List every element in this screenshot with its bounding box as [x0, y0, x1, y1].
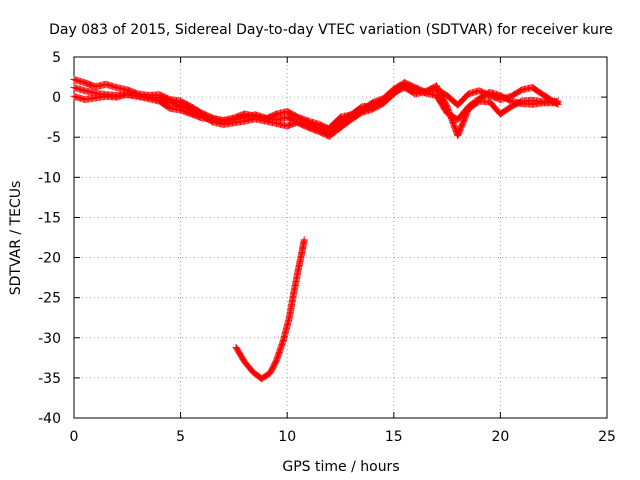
x-tick-label: 5 — [176, 429, 185, 445]
y-tick-labels: 5 0 -5 -10 -15 -20 -25 -30 -35 -40 — [38, 50, 61, 427]
x-tick-label: 15 — [385, 429, 403, 445]
y-tick-label: -30 — [38, 331, 61, 347]
axes — [73, 56, 608, 419]
y-tick-label: -10 — [38, 170, 61, 186]
y-tick-label: -25 — [38, 291, 61, 307]
plot-frame — [73, 56, 608, 419]
data-series — [70, 75, 562, 383]
x-axis-label: GPS time / hours — [282, 459, 399, 475]
x-tick-label: 20 — [491, 429, 509, 445]
y-tick-label: 0 — [52, 90, 61, 106]
series-track-6 — [326, 82, 562, 140]
tick-marks — [73, 56, 608, 419]
x-tick-label: 10 — [278, 429, 296, 445]
y-tick-label: -15 — [38, 210, 61, 226]
y-tick-label: -35 — [38, 371, 61, 387]
data-point — [300, 236, 308, 244]
y-axis-label: SDTVAR / TECUs — [8, 181, 24, 296]
y-tick-label: -20 — [38, 251, 61, 267]
series-track-7 — [232, 236, 308, 383]
data-point — [554, 97, 562, 105]
y-tick-label: 5 — [52, 50, 61, 66]
y-tick-label: -40 — [38, 411, 61, 427]
x-tick-labels: 0 5 10 15 20 25 — [70, 429, 616, 445]
chart-title: Day 083 of 2015, Sidereal Day-to-day VTE… — [49, 22, 613, 38]
x-tick-label: 25 — [598, 429, 616, 445]
x-tick-label: 0 — [70, 429, 79, 445]
series-track-3 — [70, 90, 334, 133]
y-tick-label: -5 — [47, 130, 61, 146]
